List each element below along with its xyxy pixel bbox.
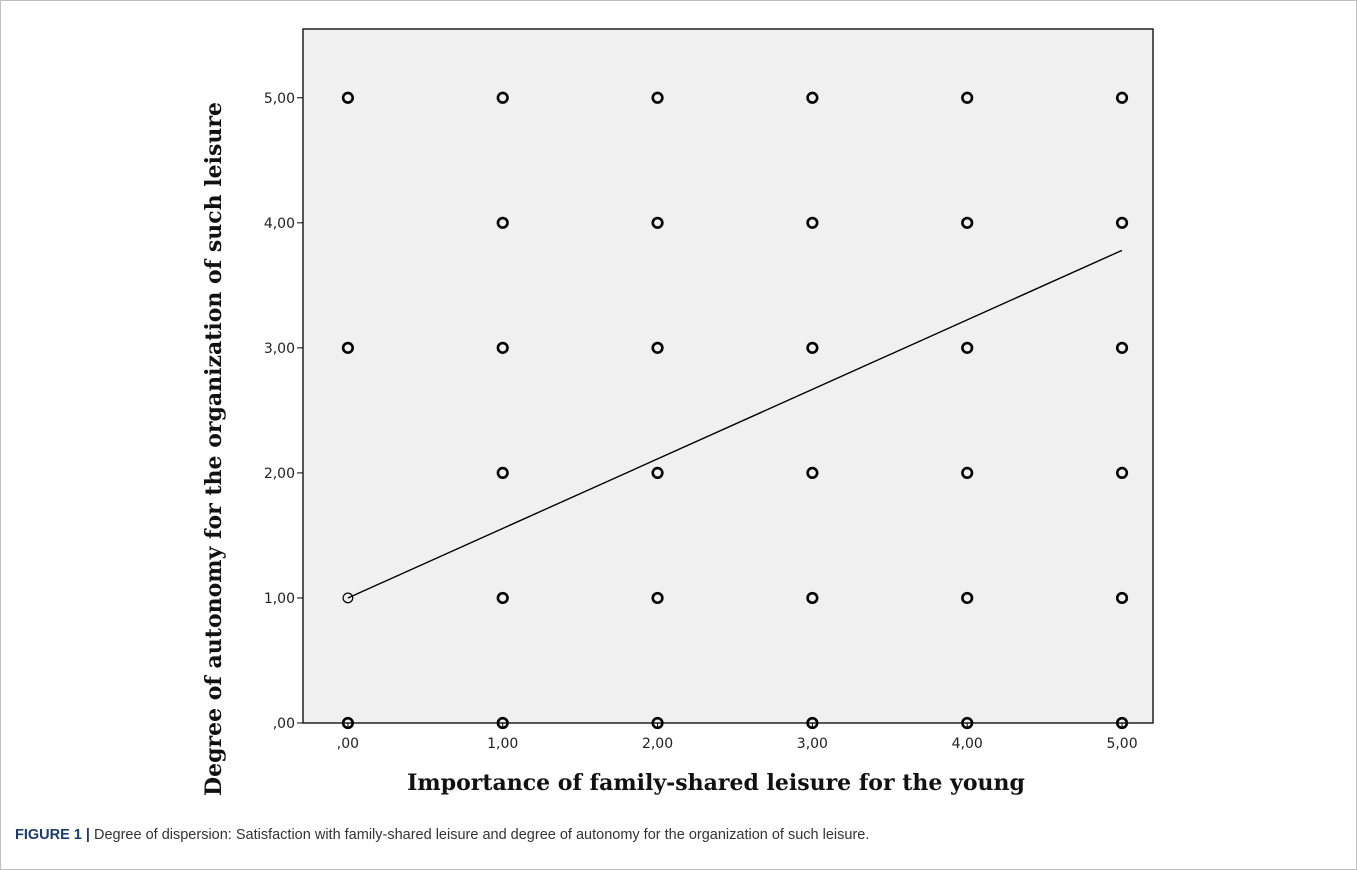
y-tick-label: 4,00 <box>264 216 295 232</box>
data-point <box>651 466 664 480</box>
scatter-chart: ,00 1,00 2,00 3,00 4,00 5,00 ,00 1,00 2,00 3,00 4… <box>201 28 1154 796</box>
caption-text: Degree of dispersion: Satisfaction with … <box>94 827 870 843</box>
data-point <box>961 466 974 480</box>
x-axis-title: Importance of family-shared leisure for … <box>407 770 1025 796</box>
data-point <box>961 341 974 354</box>
plot-area <box>302 28 1154 724</box>
figure-caption: FIGURE 1 | Degree of dispersion: Satisfa… <box>15 827 1335 843</box>
data-point <box>651 591 664 605</box>
data-point <box>961 591 974 605</box>
data-point <box>1115 466 1129 480</box>
fit-line-group <box>347 249 1123 599</box>
data-point <box>1115 216 1129 229</box>
data-point <box>961 216 974 229</box>
data-point <box>651 716 664 730</box>
y-tick-label: 3,00 <box>264 341 295 357</box>
data-point <box>342 592 354 604</box>
data-point <box>1115 91 1129 104</box>
data-point <box>341 341 354 354</box>
data-point <box>806 91 819 104</box>
data-point <box>651 341 664 354</box>
x-tick-label: 2,00 <box>642 736 673 752</box>
caption-label: FIGURE 1 | <box>15 827 90 843</box>
y-tick-label: 1,00 <box>264 591 295 607</box>
x-tick-label: 1,00 <box>487 736 518 752</box>
data-point <box>496 91 509 104</box>
x-tick-label: 5,00 <box>1106 736 1137 752</box>
data-point <box>496 216 509 229</box>
data-point <box>806 341 819 354</box>
data-point <box>1115 591 1129 605</box>
y-axis-ticks: ,00 1,00 2,00 3,00 4,00 5,00 <box>264 91 303 732</box>
data-point <box>806 466 819 480</box>
data-point <box>961 716 974 730</box>
data-point <box>496 591 509 605</box>
data-point <box>496 341 509 354</box>
x-tick-label: ,00 <box>337 736 359 752</box>
data-point <box>341 716 354 730</box>
data-point <box>341 91 354 104</box>
x-axis-ticks: ,00 1,00 2,00 3,00 4,00 5,00 <box>337 723 1138 752</box>
data-points <box>341 91 1129 730</box>
y-tick-label: 2,00 <box>264 466 295 482</box>
data-point <box>496 466 509 480</box>
data-point <box>1115 716 1129 730</box>
data-point <box>496 716 509 730</box>
data-point <box>806 716 819 730</box>
regression-line <box>347 249 1123 599</box>
y-tick-label: ,00 <box>273 716 295 732</box>
x-tick-label: 4,00 <box>952 736 983 752</box>
y-axis-title: Degree of autonomy for the organization … <box>201 102 227 796</box>
data-point <box>651 216 664 229</box>
data-point <box>806 591 819 605</box>
x-tick-label: 3,00 <box>797 736 828 752</box>
data-point <box>651 91 664 104</box>
y-tick-label: 5,00 <box>264 91 295 107</box>
data-point <box>1115 341 1129 354</box>
data-point <box>806 216 819 229</box>
data-point <box>961 91 974 104</box>
